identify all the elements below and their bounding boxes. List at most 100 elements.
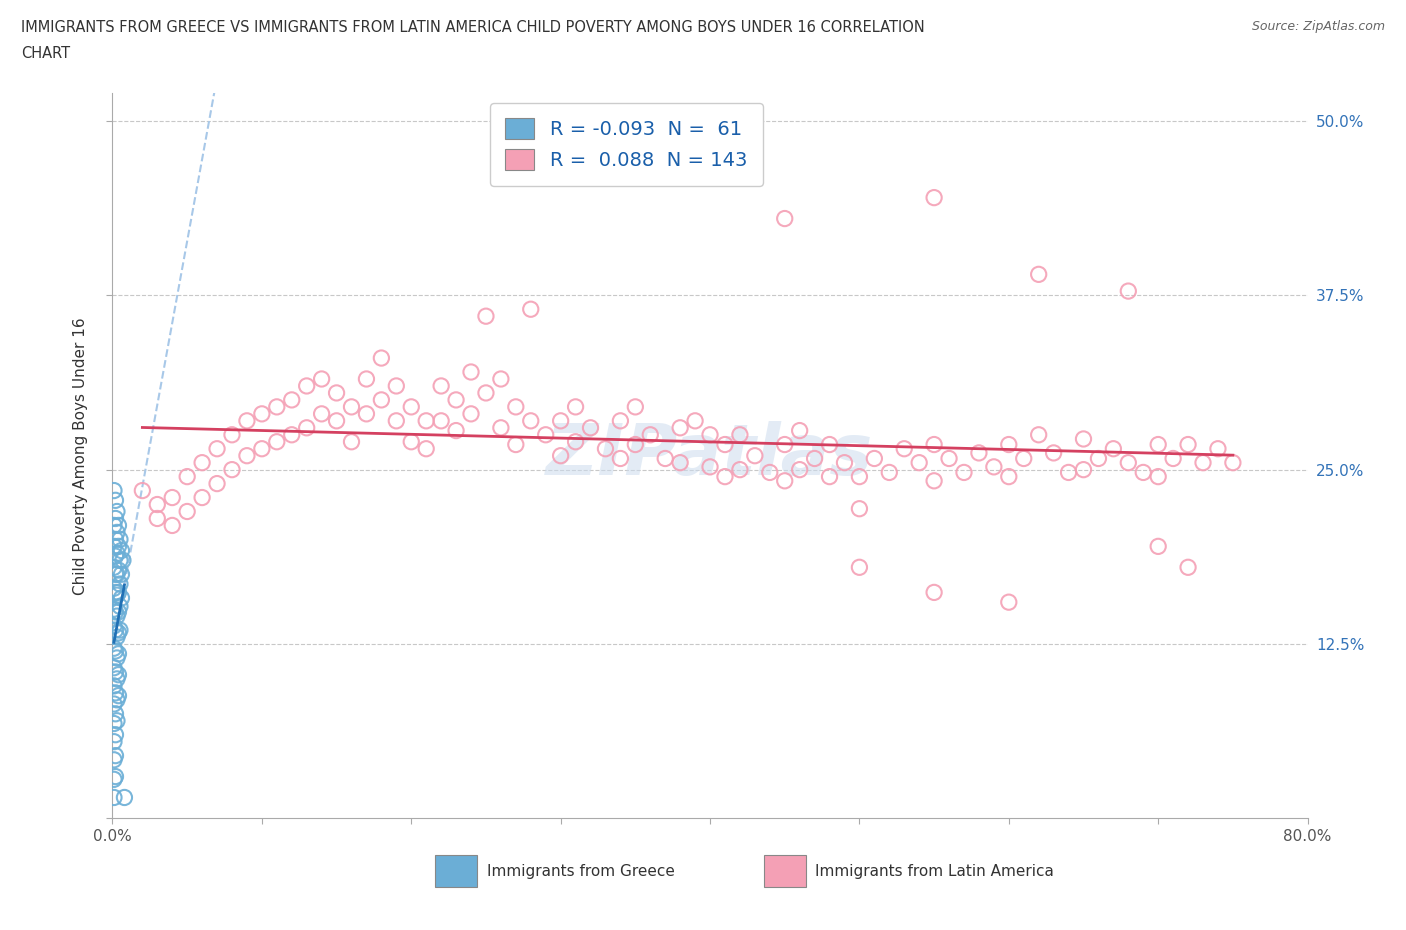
FancyBboxPatch shape [763, 855, 806, 887]
Point [340, 434, 363, 449]
Point [1147, 470, 1170, 485]
Point [104, 532, 127, 547]
Point [205, 442, 228, 457]
Point [1132, 465, 1154, 480]
Point [714, 470, 737, 485]
Point [103, 618, 125, 633]
Point [475, 386, 498, 401]
Point [356, 406, 378, 421]
Point [430, 379, 453, 393]
Point [385, 379, 408, 393]
Point [1177, 560, 1199, 575]
Point [818, 437, 841, 452]
Point [131, 484, 153, 498]
Point [104, 685, 127, 700]
Point [103, 697, 125, 711]
Point [103, 602, 125, 617]
Point [105, 651, 128, 666]
Text: Immigrants from Greece: Immigrants from Greece [486, 864, 675, 879]
Point [325, 386, 347, 401]
Point [1161, 451, 1184, 466]
Point [221, 428, 243, 443]
Point [550, 414, 572, 429]
Point [1073, 462, 1095, 477]
Point [683, 414, 706, 429]
Point [107, 539, 129, 554]
Point [107, 604, 129, 619]
Point [146, 512, 169, 526]
Point [105, 630, 128, 644]
Point [728, 428, 751, 443]
Point [1206, 442, 1229, 457]
Point [108, 532, 131, 547]
Point [221, 462, 243, 477]
Point [401, 400, 423, 415]
Text: ZIPatlas: ZIPatlas [547, 421, 873, 490]
Point [759, 465, 782, 480]
Point [789, 462, 811, 477]
Point [356, 372, 378, 387]
Point [105, 671, 128, 686]
Point [998, 595, 1021, 610]
Point [609, 451, 631, 466]
Point [103, 679, 125, 694]
Point [266, 400, 288, 415]
Point [998, 437, 1021, 452]
Point [104, 585, 127, 600]
Point [105, 567, 128, 582]
Point [162, 518, 183, 533]
Point [1118, 456, 1140, 471]
Point [110, 543, 132, 558]
Point [595, 442, 617, 457]
Point [295, 420, 318, 435]
Point [728, 462, 751, 477]
Point [104, 493, 127, 508]
Point [908, 456, 931, 471]
Point [789, 423, 811, 438]
Point [669, 420, 692, 435]
Point [107, 646, 129, 661]
Point [444, 423, 467, 438]
Point [295, 379, 318, 393]
Text: IMMIGRANTS FROM GREECE VS IMMIGRANTS FROM LATIN AMERICA CHILD POVERTY AMONG BOYS: IMMIGRANTS FROM GREECE VS IMMIGRANTS FRO… [21, 20, 925, 35]
Point [370, 392, 392, 407]
Point [176, 470, 198, 485]
Point [1012, 451, 1035, 466]
Point [460, 365, 482, 379]
Point [654, 451, 676, 466]
Point [104, 604, 127, 619]
Point [773, 211, 796, 226]
Point [110, 591, 132, 605]
Point [108, 552, 131, 567]
Point [103, 752, 125, 767]
Point [624, 400, 647, 415]
Point [640, 428, 662, 443]
Point [176, 504, 198, 519]
Point [998, 470, 1021, 485]
Point [922, 437, 945, 452]
Point [162, 490, 183, 505]
Point [773, 437, 796, 452]
Point [699, 459, 721, 474]
Point [105, 504, 128, 519]
Point [105, 546, 128, 561]
Point [103, 580, 125, 596]
Point [967, 445, 990, 460]
Point [1222, 456, 1244, 471]
Point [110, 567, 132, 582]
Point [105, 525, 128, 540]
Point [818, 470, 841, 485]
Point [1147, 539, 1170, 554]
Point [385, 414, 408, 429]
Point [325, 414, 347, 429]
Point [107, 585, 129, 600]
Point [103, 772, 125, 787]
Point [1087, 451, 1109, 466]
Point [236, 448, 259, 463]
Point [111, 552, 134, 567]
Point [1192, 456, 1215, 471]
Point [103, 790, 125, 805]
Point [107, 688, 129, 703]
Point [744, 448, 766, 463]
Point [103, 518, 125, 533]
